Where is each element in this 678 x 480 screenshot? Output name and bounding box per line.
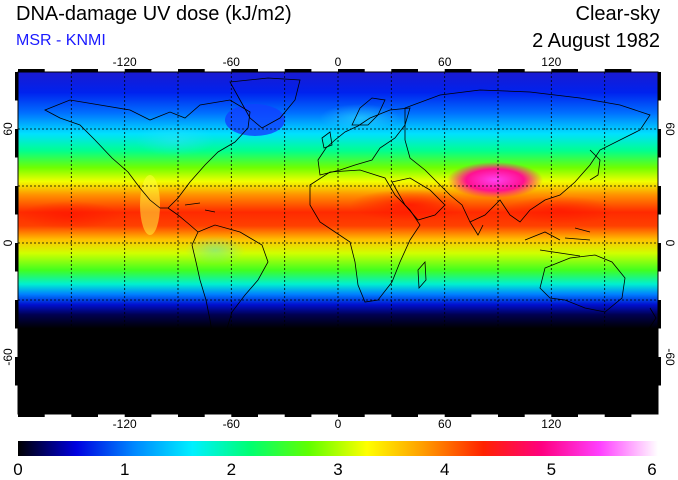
lon-label-bottom: -120 — [113, 417, 137, 431]
lon-label-bottom: 0 — [335, 417, 342, 431]
colorbar-tick-label: 5 — [547, 460, 556, 479]
colorbar-labels: 0 1 2 3 4 5 6 — [13, 460, 656, 479]
colorbar-tick-label: 6 — [647, 460, 656, 479]
colorbar — [18, 441, 658, 456]
colorbar-tick-label: 2 — [227, 460, 236, 479]
lat-label-right: -60 — [663, 348, 677, 366]
graticule — [18, 72, 658, 414]
source-label: MSR - KNMI — [16, 32, 106, 49]
colorbar-tick-label: 1 — [120, 460, 129, 479]
sky-condition-label: Clear-sky — [575, 3, 660, 25]
coastlines — [18, 77, 658, 403]
lon-label-top: 60 — [438, 55, 452, 69]
lon-label-top: 0 — [335, 55, 342, 69]
map-title: DNA-damage UV dose (kJ/m2) — [16, 3, 292, 25]
lat-label-right: 0 — [663, 240, 677, 247]
lat-label-right: 60 — [663, 122, 677, 136]
date-label: 2 August 1982 — [532, 30, 660, 52]
lon-label-bottom: 120 — [541, 417, 561, 431]
map-frame — [15, 69, 661, 417]
lat-label-left: 0 — [1, 239, 15, 246]
lon-label-top: -60 — [223, 55, 241, 69]
colorbar-tick-label: 3 — [333, 460, 342, 479]
lon-labels-top: -120 -60 0 60 120 — [113, 55, 562, 69]
lat-label-left: 60 — [1, 122, 15, 136]
lat-labels-left: 60 0 -60 — [1, 122, 15, 366]
colorbar-tick-label: 4 — [440, 460, 449, 479]
lon-label-top: -120 — [113, 55, 137, 69]
lat-labels-right: 60 0 -60 — [663, 122, 677, 366]
lat-label-left: -60 — [1, 348, 15, 366]
lon-label-top: 120 — [541, 55, 561, 69]
lon-labels-bottom: -120 -60 0 60 120 — [113, 417, 562, 431]
lon-label-bottom: 60 — [438, 417, 452, 431]
lon-label-bottom: -60 — [223, 417, 241, 431]
colorbar-tick-label: 0 — [13, 460, 22, 479]
